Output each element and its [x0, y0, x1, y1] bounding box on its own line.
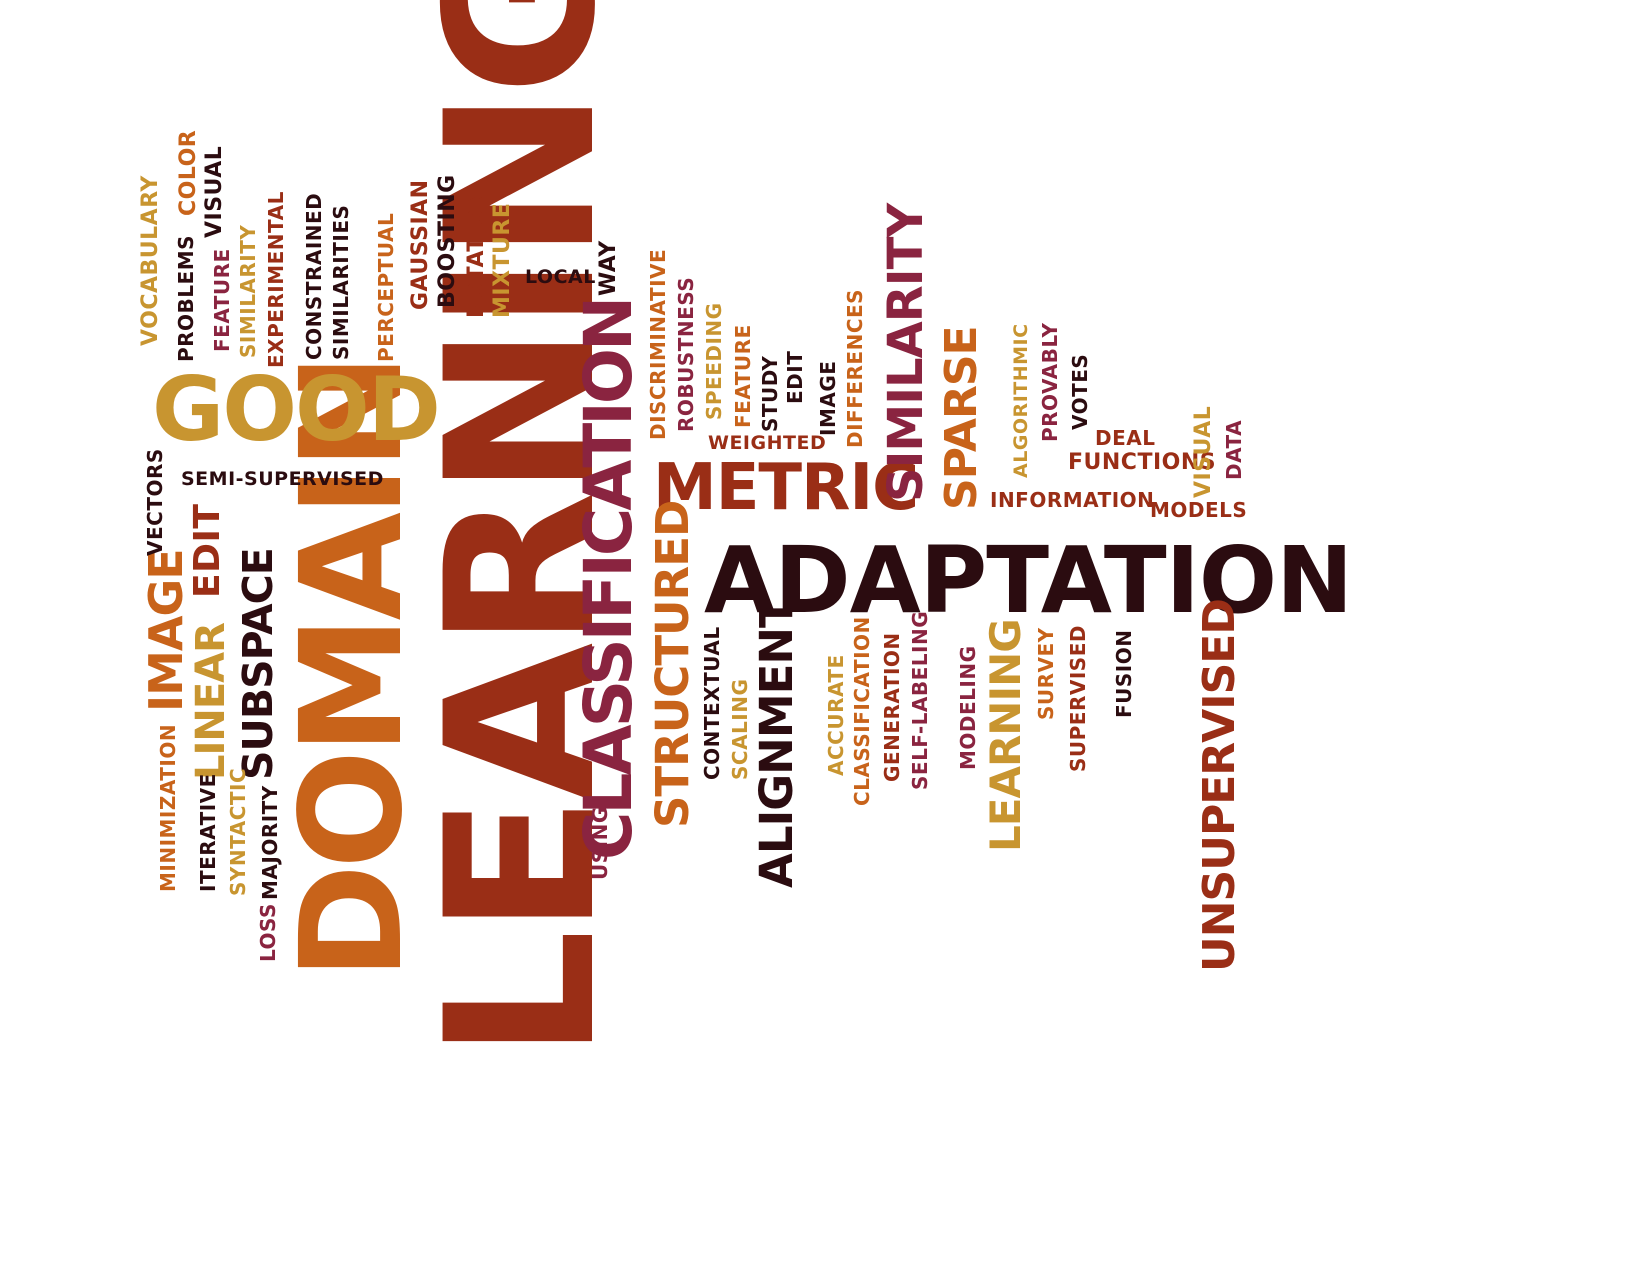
word-models: MODELS	[1150, 498, 1248, 522]
word-gaussian: GAUSSIAN	[408, 179, 433, 310]
word-data: DATA	[1222, 419, 1246, 480]
word-accurate: ACCURATE	[824, 654, 848, 776]
word-alignment: ALIGNMENT	[750, 598, 803, 888]
word-linear: LINEAR	[188, 623, 234, 780]
word-visual-top: VISUAL	[202, 145, 227, 238]
word-edit-large: EDIT	[187, 503, 228, 598]
word-constrained: CONSTRAINED	[302, 192, 326, 360]
word-votes: VOTES	[1068, 353, 1092, 430]
word-deal: DEAL	[1095, 426, 1156, 450]
word-differences: DIFFERENCES	[843, 288, 867, 448]
word-subspace: SUBSPACE	[234, 548, 282, 780]
word-majority: MAJORITY	[258, 785, 282, 900]
word-modeling: MODELING	[956, 645, 980, 770]
word-classification-small: CLASSIFICATION	[850, 616, 874, 806]
word-sparse: SPARSE	[936, 326, 987, 510]
word-self-labeling: SELF-LABELING	[908, 610, 932, 790]
word-study: STUDY	[758, 355, 782, 432]
word-boosting: BOOSTING	[435, 174, 460, 308]
word-supervised: SUPERVISED	[1066, 625, 1090, 772]
word-provably: PROVABLY	[1038, 322, 1062, 442]
word-generation: GENERATION	[880, 632, 904, 782]
word-vocabulary: VOCABULARY	[138, 175, 163, 346]
word-good: GOOD	[152, 358, 441, 461]
word-perceptual: PERCEPTUAL	[374, 212, 398, 362]
word-local: LOCAL	[525, 266, 596, 288]
word-experimental: EXPERIMENTAL	[264, 191, 288, 368]
word-information: INFORMATION	[990, 488, 1155, 512]
word-similarity-large: SIMILARITY	[878, 203, 934, 502]
word-loss: LOSS	[256, 903, 280, 962]
word-iterative: ITERATIVE	[196, 773, 220, 892]
word-semi-supervised: SEMI-SUPERVISED	[181, 468, 384, 490]
word-mixture: MIXTURE	[490, 202, 515, 318]
word-speeding: SPEEDING	[702, 302, 726, 420]
word-scaling: SCALING	[728, 678, 752, 780]
word-discriminative: DISCRIMINATIVE	[646, 248, 670, 440]
word-survey: SURVEY	[1034, 627, 1058, 720]
word-metric: METRIC	[653, 451, 919, 525]
word-problems: PROBLEMS	[174, 234, 198, 362]
word-similarities: SIMILARITIES	[329, 204, 353, 360]
word-weighted: WEIGHTED	[708, 432, 827, 454]
word-vectors: VECTORS	[143, 448, 167, 556]
word-image-small: IMAGE	[816, 360, 840, 436]
word-functions: FUNCTIONS	[1068, 450, 1217, 475]
word-robustness: ROBUSTNESS	[674, 276, 698, 432]
word-edit-small: EDIT	[783, 350, 807, 404]
word-adaptation: ADAPTATION	[704, 527, 1353, 634]
word-feature-left: FEATURE	[210, 248, 234, 352]
word-similarity-small: SIMILARITY	[236, 224, 260, 358]
word-learning-medium: LEARNING	[981, 619, 1030, 852]
word-minimization: MINIMIZATION	[156, 723, 180, 892]
word-contextual: CONTEXTUAL	[700, 626, 724, 780]
word-rotation: ROTATION	[464, 189, 489, 318]
word-classification-large: CLASSIFICATION	[570, 298, 647, 860]
word-syntactic: SYNTACTIC	[226, 767, 250, 896]
word-structured: STRUCTURED	[646, 500, 699, 828]
word-using: USING	[588, 806, 612, 880]
word-unsupervised: UNSUPERVISED	[1194, 599, 1245, 972]
word-visual-right: VISUAL	[1191, 405, 1216, 498]
word-feature-middle: FEATURE	[731, 324, 755, 428]
word-color: COLOR	[176, 129, 201, 216]
word-way: WAY	[596, 240, 621, 296]
word-algorithmic: ALGORITHMIC	[1010, 323, 1032, 478]
word-image-large: IMAGE	[139, 549, 193, 712]
word-fusion: FUSION	[1112, 629, 1136, 719]
